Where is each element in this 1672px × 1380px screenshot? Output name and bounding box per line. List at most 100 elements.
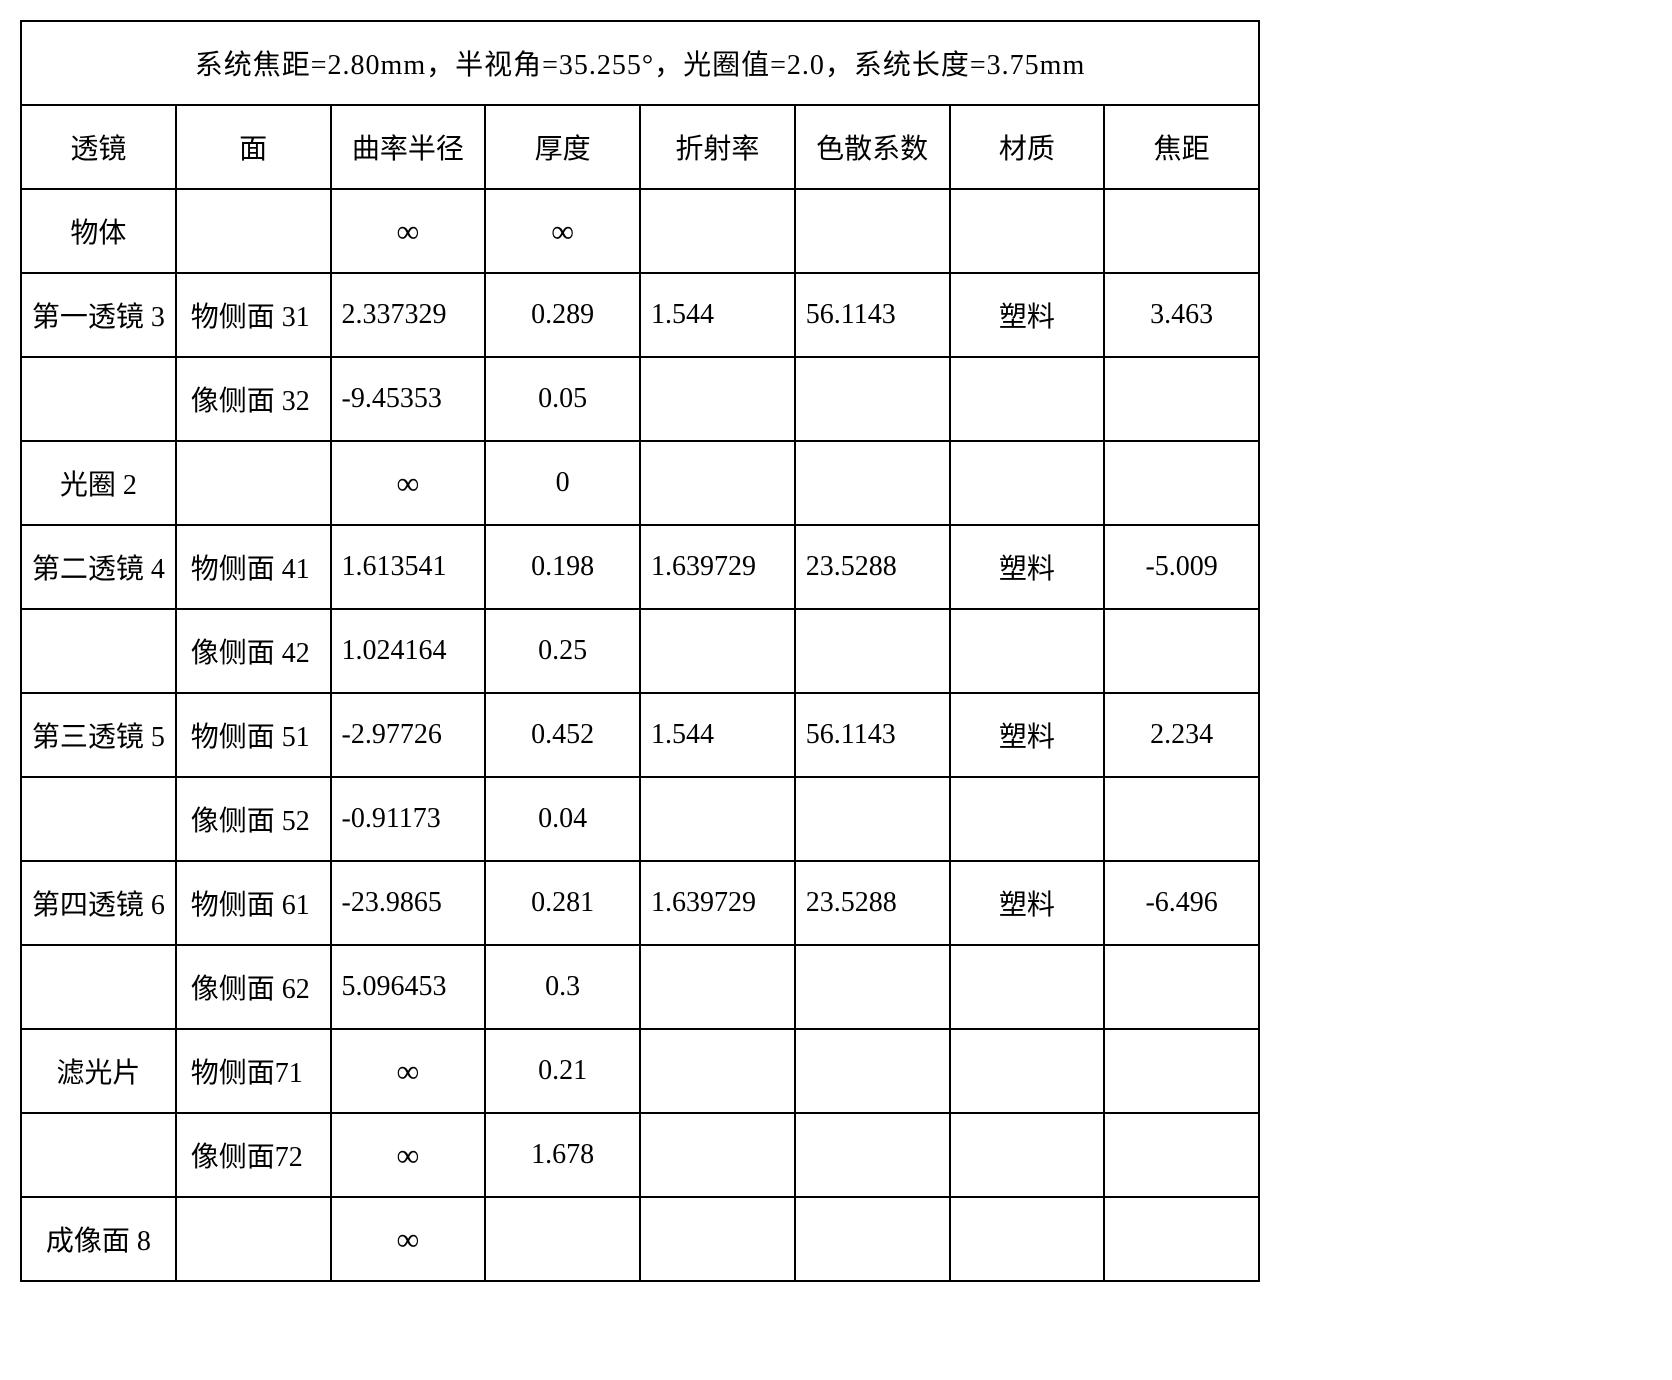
cell-thickness: 0.04 — [485, 777, 640, 861]
cell-radius: -23.9865 — [331, 861, 486, 945]
cell-index — [640, 441, 795, 525]
cell-thickness: 0.281 — [485, 861, 640, 945]
cell-radius: ∞ — [331, 1197, 486, 1281]
cell-index — [640, 357, 795, 441]
cell-material — [950, 189, 1105, 273]
cell-surface — [176, 1197, 331, 1281]
cell-radius: 1.024164 — [331, 609, 486, 693]
cell-material — [950, 1029, 1105, 1113]
table-row: 像侧面 52-0.911730.04 — [21, 777, 1259, 861]
cell-index: 1.639729 — [640, 861, 795, 945]
cell-surface: 像侧面 52 — [176, 777, 331, 861]
cell-abbe — [795, 441, 950, 525]
cell-thickness: ∞ — [485, 189, 640, 273]
cell-lens: 第一透镜 3 — [21, 273, 176, 357]
cell-abbe — [795, 777, 950, 861]
cell-index — [640, 945, 795, 1029]
cell-surface — [176, 441, 331, 525]
cell-lens: 第四透镜 6 — [21, 861, 176, 945]
header-index: 折射率 — [640, 105, 795, 189]
table-row: 第三透镜 5物侧面 51-2.977260.4521.54456.1143塑料2… — [21, 693, 1259, 777]
cell-focal — [1104, 189, 1259, 273]
table-row: 像侧面72∞1.678 — [21, 1113, 1259, 1197]
cell-lens — [21, 1113, 176, 1197]
cell-index — [640, 1113, 795, 1197]
cell-radius: ∞ — [331, 441, 486, 525]
cell-abbe: 56.1143 — [795, 273, 950, 357]
cell-radius: -9.45353 — [331, 357, 486, 441]
cell-surface: 物侧面71 — [176, 1029, 331, 1113]
cell-material — [950, 945, 1105, 1029]
cell-lens — [21, 609, 176, 693]
cell-abbe: 56.1143 — [795, 693, 950, 777]
table-row: 第二透镜 4物侧面 411.6135410.1981.63972923.5288… — [21, 525, 1259, 609]
cell-focal: -6.496 — [1104, 861, 1259, 945]
cell-focal: -5.009 — [1104, 525, 1259, 609]
cell-index — [640, 777, 795, 861]
header-surface: 面 — [176, 105, 331, 189]
cell-radius: -0.91173 — [331, 777, 486, 861]
cell-lens — [21, 777, 176, 861]
cell-focal: 3.463 — [1104, 273, 1259, 357]
cell-surface: 物侧面 41 — [176, 525, 331, 609]
cell-focal — [1104, 777, 1259, 861]
cell-surface: 像侧面 32 — [176, 357, 331, 441]
table-row: 像侧面 625.0964530.3 — [21, 945, 1259, 1029]
table-row: 第四透镜 6物侧面 61-23.98650.2811.63972923.5288… — [21, 861, 1259, 945]
cell-lens: 第二透镜 4 — [21, 525, 176, 609]
header-abbe: 色散系数 — [795, 105, 950, 189]
cell-surface: 像侧面72 — [176, 1113, 331, 1197]
cell-abbe — [795, 1113, 950, 1197]
cell-material: 塑料 — [950, 861, 1105, 945]
cell-surface: 像侧面 42 — [176, 609, 331, 693]
cell-focal — [1104, 609, 1259, 693]
cell-material — [950, 777, 1105, 861]
cell-surface: 物侧面 31 — [176, 273, 331, 357]
cell-surface: 物侧面 61 — [176, 861, 331, 945]
cell-material — [950, 1113, 1105, 1197]
table-row: 滤光片物侧面71∞0.21 — [21, 1029, 1259, 1113]
header-material: 材质 — [950, 105, 1105, 189]
cell-index: 1.544 — [640, 273, 795, 357]
cell-radius: 5.096453 — [331, 945, 486, 1029]
lens-parameters-table: 系统焦距=2.80mm，半视角=35.255°，光圈值=2.0，系统长度=3.7… — [20, 20, 1260, 1282]
cell-material: 塑料 — [950, 525, 1105, 609]
cell-surface — [176, 189, 331, 273]
table-row: 成像面 8∞ — [21, 1197, 1259, 1281]
cell-abbe: 23.5288 — [795, 525, 950, 609]
cell-abbe — [795, 357, 950, 441]
cell-lens: 物体 — [21, 189, 176, 273]
cell-lens: 滤光片 — [21, 1029, 176, 1113]
cell-lens — [21, 357, 176, 441]
header-focal: 焦距 — [1104, 105, 1259, 189]
cell-lens — [21, 945, 176, 1029]
cell-abbe — [795, 1197, 950, 1281]
table-row: 第一透镜 3物侧面 312.3373290.2891.54456.1143塑料3… — [21, 273, 1259, 357]
cell-material — [950, 609, 1105, 693]
cell-material — [950, 441, 1105, 525]
cell-focal — [1104, 1197, 1259, 1281]
cell-thickness: 0.452 — [485, 693, 640, 777]
cell-index: 1.639729 — [640, 525, 795, 609]
cell-thickness: 1.678 — [485, 1113, 640, 1197]
cell-thickness: 0.25 — [485, 609, 640, 693]
cell-material: 塑料 — [950, 693, 1105, 777]
cell-thickness: 0.3 — [485, 945, 640, 1029]
cell-lens: 光圈 2 — [21, 441, 176, 525]
cell-index — [640, 609, 795, 693]
cell-material: 塑料 — [950, 273, 1105, 357]
cell-abbe — [795, 189, 950, 273]
cell-surface: 物侧面 51 — [176, 693, 331, 777]
cell-radius: 2.337329 — [331, 273, 486, 357]
cell-index — [640, 1029, 795, 1113]
cell-focal — [1104, 945, 1259, 1029]
cell-surface: 像侧面 62 — [176, 945, 331, 1029]
table-row: 像侧面 421.0241640.25 — [21, 609, 1259, 693]
cell-index — [640, 189, 795, 273]
table-row: 物体∞∞ — [21, 189, 1259, 273]
cell-thickness — [485, 1197, 640, 1281]
cell-radius: 1.613541 — [331, 525, 486, 609]
cell-index — [640, 1197, 795, 1281]
cell-abbe — [795, 609, 950, 693]
cell-thickness: 0.21 — [485, 1029, 640, 1113]
